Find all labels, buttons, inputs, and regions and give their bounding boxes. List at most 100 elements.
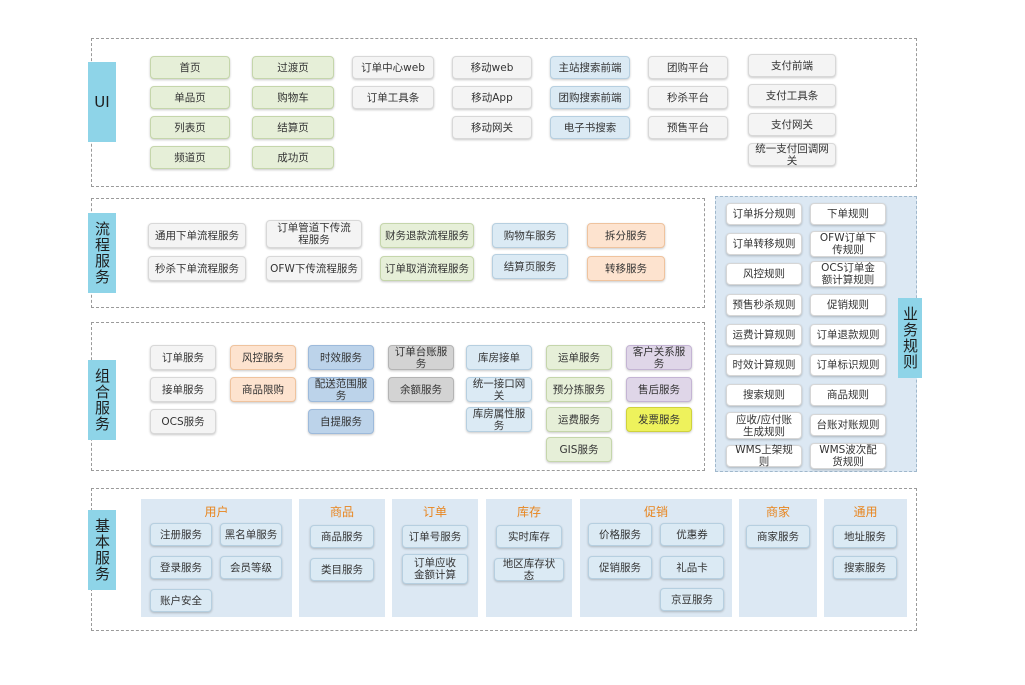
flow-layer-label: 流程服务 [88, 213, 116, 293]
basic-box: 实时库存 [496, 525, 562, 548]
rule-box: 订单标识规则 [810, 354, 886, 376]
combo-box: 订单台账服务 [388, 345, 454, 370]
combo-box: 接单服务 [150, 377, 216, 402]
ui-box: 过渡页 [252, 56, 334, 79]
combo-box: 库房属性服务 [466, 407, 532, 432]
combo-box: 时效服务 [308, 345, 374, 370]
combo-box: 预分拣服务 [546, 377, 612, 402]
ui-box: 列表页 [150, 116, 230, 139]
basic-box: 类目服务 [310, 558, 374, 581]
ui-box: 秒杀平台 [648, 86, 728, 109]
flow-box: 订单取消流程服务 [380, 256, 474, 281]
ui-box: 电子书搜索 [550, 116, 630, 139]
ui-box: 支付工具条 [748, 84, 836, 107]
rule-box: 下单规则 [810, 203, 886, 225]
rule-box: 运费计算规则 [726, 324, 802, 346]
rule-box: 时效计算规则 [726, 354, 802, 376]
ui-box: 单品页 [150, 86, 230, 109]
combo-box: 风控服务 [230, 345, 296, 370]
basic-box: 礼品卡 [660, 556, 724, 579]
ui-box: 统一支付回调网关 [748, 143, 836, 167]
ui-box: 主站搜索前端 [550, 56, 630, 79]
combo-box: 配送范围服务 [308, 377, 374, 402]
ui-box: 团购平台 [648, 56, 728, 79]
flow-box: 结算页服务 [492, 254, 568, 279]
product-panel-title: 商品 [329, 505, 354, 519]
rule-box: 应收/应付账生成规则 [726, 412, 802, 439]
rule-box: 商品规则 [810, 384, 886, 406]
flow-box: 秒杀下单流程服务 [148, 256, 246, 281]
basic-box: 注册服务 [150, 523, 212, 546]
ui-box: 预售平台 [648, 116, 728, 139]
flow-box: 拆分服务 [587, 223, 665, 248]
basic-box: 订单号服务 [402, 525, 468, 548]
ui-box: 移动网关 [452, 116, 532, 139]
basic-box: 登录服务 [150, 556, 212, 579]
flow-box: 订单管道下传流程服务 [266, 220, 362, 248]
basic-layer-label: 基本服务 [88, 510, 116, 590]
ui-box: 移动web [452, 56, 532, 79]
combo-box: 订单服务 [150, 345, 216, 370]
basic-box: 地区库存状态 [494, 558, 564, 582]
basic-box: 商品服务 [310, 525, 374, 548]
ui-layer-label: UI [88, 62, 116, 142]
combo-box: 库房接单 [466, 345, 532, 370]
ui-box: 移动App [452, 86, 532, 109]
combo-layer-label: 组合服务 [88, 360, 116, 440]
rule-box: 搜索规则 [726, 384, 802, 406]
ui-box: 成功页 [252, 146, 334, 169]
ui-box: 频道页 [150, 146, 230, 169]
flow-layer-frame [91, 198, 705, 308]
ui-box: 订单中心web [352, 56, 434, 79]
rule-box: WMS波次配货规则 [810, 443, 886, 469]
combo-box: 客户关系服务 [626, 345, 692, 370]
ui-box: 结算页 [252, 116, 334, 139]
combo-box: 发票服务 [626, 407, 692, 432]
basic-box: 搜索服务 [833, 556, 897, 579]
rule-box: 订单退款规则 [810, 324, 886, 346]
ui-box: 首页 [150, 56, 230, 79]
flow-box: 通用下单流程服务 [148, 223, 246, 248]
rule-box: 订单转移规则 [726, 233, 802, 255]
combo-box: 自提服务 [308, 409, 374, 434]
combo-box: 售后服务 [626, 377, 692, 402]
rules-layer-label: 业务规则 [898, 298, 922, 378]
ui-box: 订单工具条 [352, 86, 434, 109]
rule-box: 台账对账规则 [810, 414, 886, 436]
rule-box: 订单拆分规则 [726, 203, 802, 225]
basic-box: 价格服务 [588, 523, 652, 546]
basic-box: 优惠券 [660, 523, 724, 546]
basic-box: 商家服务 [746, 525, 810, 548]
combo-box: 运费服务 [546, 407, 612, 432]
flow-box: OFW下传流程服务 [266, 256, 362, 281]
rule-box: 风控规则 [726, 263, 802, 285]
basic-box: 黑名单服务 [220, 523, 282, 546]
rule-box: WMS上架规则 [726, 444, 802, 468]
ui-box: 支付前端 [748, 54, 836, 77]
basic-box: 订单应收金额计算 [402, 554, 468, 584]
ui-box: 团购搜索前端 [550, 86, 630, 109]
flow-box: 财务退款流程服务 [380, 223, 474, 248]
merchant-panel: 商家 [739, 499, 817, 617]
merchant-panel-title: 商家 [765, 505, 790, 519]
combo-box: 余额服务 [388, 377, 454, 402]
basic-box: 账户安全 [150, 589, 212, 612]
stock-panel-title: 库存 [516, 505, 541, 519]
promo-panel-title: 促销 [643, 505, 668, 519]
basic-box: 地址服务 [833, 525, 897, 548]
rule-box: OFW订单下传规则 [810, 231, 886, 257]
rule-box: 促销规则 [810, 294, 886, 316]
rule-box: 预售秒杀规则 [726, 294, 802, 316]
rule-box: OCS订单金额计算规则 [810, 261, 886, 287]
combo-box: 运单服务 [546, 345, 612, 370]
combo-box: 商品限购 [230, 377, 296, 402]
basic-box: 促销服务 [588, 556, 652, 579]
flow-box: 转移服务 [587, 256, 665, 281]
flow-box: 购物车服务 [492, 223, 568, 248]
user-panel-title: 用户 [204, 505, 229, 519]
ui-box: 购物车 [252, 86, 334, 109]
common-panel-title: 通用 [853, 505, 878, 519]
combo-box: OCS服务 [150, 409, 216, 434]
combo-box: GIS服务 [546, 437, 612, 462]
ui-box: 支付网关 [748, 113, 836, 136]
